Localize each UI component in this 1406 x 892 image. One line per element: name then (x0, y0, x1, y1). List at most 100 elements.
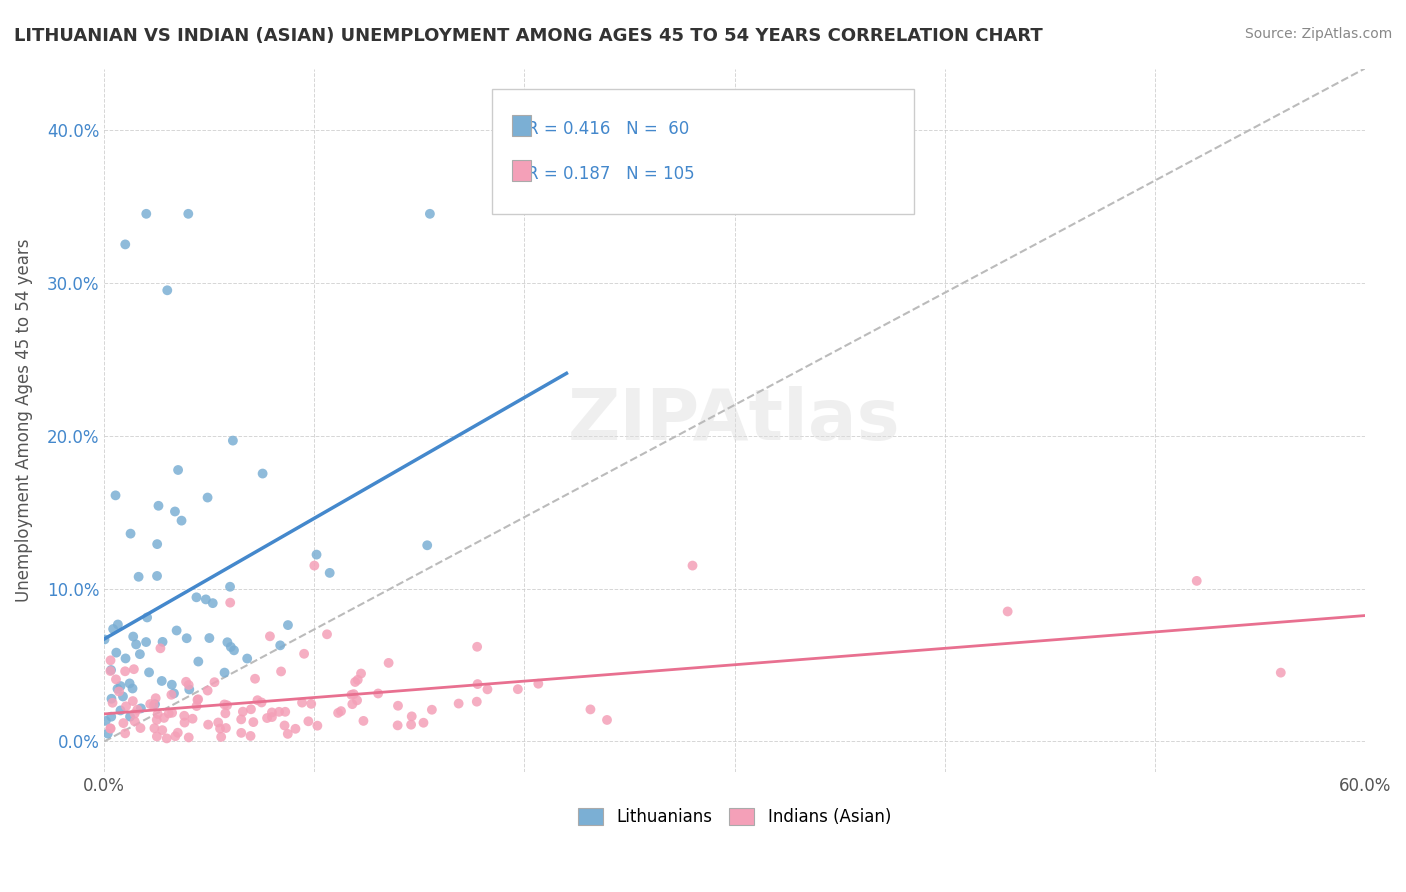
Point (100, 664, 122, 678)
Point (177, 207, 200, 221)
Point (270, 665, 292, 679)
Point (181, 712, 204, 726)
Point (346, 693, 368, 707)
Point (215, 721, 238, 735)
Point (160, 706, 183, 720)
Point (146, 706, 169, 721)
Point (135, 207, 157, 221)
Point (156, 283, 179, 297)
Point (135, 635, 157, 649)
Point (1185, 574, 1208, 588)
Point (166, 624, 188, 638)
Point (259, 629, 281, 643)
Point (222, 643, 245, 657)
Text: R = 0.187   N = 105: R = 0.187 N = 105 (527, 165, 695, 183)
Point (194, 592, 217, 607)
Point (166, 725, 188, 739)
Point (121, 681, 143, 696)
Point (177, 678, 200, 692)
Point (107, 681, 129, 696)
Point (128, 570, 150, 584)
Point (146, 569, 169, 583)
Point (179, 682, 201, 697)
Point (219, 596, 242, 610)
Point (214, 698, 236, 712)
Point (157, 706, 180, 721)
Point (114, 651, 136, 665)
Point (177, 731, 200, 745)
Point (152, 635, 174, 649)
Point (160, 688, 183, 702)
Point (108, 684, 131, 698)
Point (352, 714, 374, 728)
Point (214, 706, 236, 721)
Point (997, 604, 1019, 618)
Point (284, 722, 307, 736)
Point (377, 656, 399, 670)
Point (318, 566, 340, 580)
Point (232, 705, 254, 719)
Point (146, 730, 169, 744)
Point (412, 715, 434, 730)
Point (136, 610, 159, 624)
Point (340, 688, 363, 702)
Point (350, 666, 373, 681)
Point (114, 237, 136, 252)
Point (160, 678, 183, 692)
Legend: Lithuanians, Indians (Asian): Lithuanians, Indians (Asian) (569, 799, 900, 834)
Point (307, 719, 329, 733)
Point (231, 726, 253, 740)
Point (112, 716, 135, 731)
Point (110, 703, 132, 717)
Point (100, 653, 122, 667)
Point (150, 673, 173, 688)
Point (110, 679, 132, 693)
Point (197, 491, 219, 505)
Point (146, 537, 169, 551)
Point (346, 673, 368, 687)
Point (174, 674, 197, 689)
Point (204, 675, 226, 690)
Text: ZIPAtlas: ZIPAtlas (568, 385, 901, 455)
Point (420, 703, 443, 717)
Point (104, 488, 127, 502)
Point (197, 683, 219, 698)
Point (153, 711, 176, 725)
Point (145, 691, 167, 706)
Point (125, 637, 148, 651)
Point (115, 699, 138, 714)
Text: Source: ZipAtlas.com: Source: ZipAtlas.com (1244, 27, 1392, 41)
Point (176, 632, 198, 646)
Point (128, 647, 150, 661)
Point (100, 691, 122, 706)
Point (124, 714, 146, 729)
Point (239, 729, 262, 743)
Point (243, 672, 266, 686)
Point (173, 715, 195, 730)
Point (198, 631, 221, 645)
Point (142, 698, 165, 713)
Point (163, 504, 186, 518)
Point (219, 640, 242, 654)
Point (186, 699, 208, 714)
Point (236, 651, 259, 665)
Point (387, 718, 409, 732)
Point (579, 702, 602, 716)
Point (222, 434, 245, 448)
Point (122, 662, 145, 676)
Point (416, 538, 439, 552)
Point (120, 526, 142, 541)
Y-axis label: Unemployment Among Ages 45 to 54 years: Unemployment Among Ages 45 to 54 years (15, 238, 32, 602)
Point (114, 665, 136, 679)
Point (167, 463, 190, 477)
Point (465, 640, 488, 654)
Point (114, 726, 136, 740)
Point (596, 713, 619, 727)
Point (100, 709, 122, 723)
Point (291, 696, 314, 710)
Text: R = 0.416   N =  60: R = 0.416 N = 60 (527, 120, 689, 138)
Point (343, 687, 366, 701)
Point (267, 705, 290, 719)
Point (399, 717, 422, 731)
Point (304, 558, 326, 573)
